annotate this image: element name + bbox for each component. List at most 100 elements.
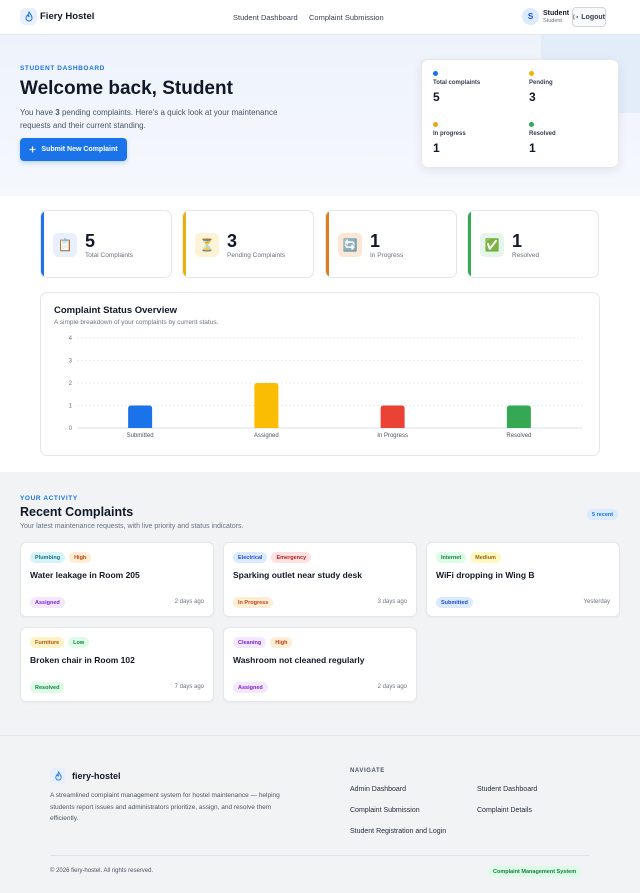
page-title: Welcome back, Student (20, 78, 233, 99)
complaint-title: Sparking outlet near study desk (233, 570, 362, 580)
stat-card-in-progress: 🔄 1 In Progress (325, 210, 457, 278)
stat-card-pending: ⏳ 3 Pending Complaints (182, 210, 314, 278)
category-tag: Cleaning (233, 637, 267, 648)
complaint-tags: Internet Medium (436, 552, 501, 563)
footer-link-registration-login[interactable]: Student Registration and Login (350, 828, 447, 835)
top-navbar: Fiery Hostel Student Dashboard Complaint… (0, 0, 640, 35)
status-badge: Assigned (233, 682, 268, 693)
plus-icon (29, 146, 36, 153)
footer-link-complaint-details[interactable]: Complaint Details (477, 807, 532, 814)
copyright: © 2026 fiery-hostel. All rights reserved… (50, 868, 154, 874)
stat-card-resolved: ✅ 1 Resolved (467, 210, 599, 278)
complaint-time: 3 days ago (377, 599, 407, 605)
y-tick-label: 2 (69, 381, 73, 387)
complaint-tags: Plumbing High (30, 552, 92, 563)
submit-label: Submit New Complaint (41, 146, 118, 153)
x-tick-label: Assigned (254, 433, 279, 439)
status-dot (433, 71, 438, 76)
hero-description: You have 3 pending complaints. Here's a … (20, 108, 278, 130)
stat-value: 3 (227, 231, 238, 251)
footer-nav-heading: NAVIGATE (350, 768, 385, 774)
nav-complaint-submission[interactable]: Complaint Submission (309, 13, 384, 22)
user-role: Student (543, 18, 562, 24)
category-tag: Internet (436, 552, 467, 563)
status-bar-chart: 0 1 2 3 4 Submitted Assigned In Progress Resolve… (69, 336, 582, 439)
brand-name[interactable]: Fiery Hostel (40, 11, 95, 22)
footer-link-student-dashboard[interactable]: Student Dashboard (477, 786, 538, 793)
user-name: Student (543, 10, 570, 17)
y-tick-label: 1 (69, 404, 73, 410)
chart-subtitle: A simple breakdown of your complaints by… (54, 319, 219, 326)
summary-total: Total complaints 5 (433, 71, 513, 104)
complaint-card[interactable]: Plumbing High Water leakage in Room 205 Ass… (20, 542, 214, 617)
category-tag: Electrical (233, 552, 268, 563)
complaint-card[interactable]: Internet Medium WiFi dropping in Wing B Sub… (426, 542, 620, 617)
status-badge: Submitted (436, 597, 473, 608)
stat-value: 1 (512, 231, 523, 251)
stat-value: 1 (370, 231, 381, 251)
bar-assigned (254, 383, 279, 428)
complaint-time: 2 days ago (377, 684, 407, 690)
footer-brand: fiery-hostel (72, 771, 121, 781)
chart-title: Complaint Status Overview (54, 305, 178, 316)
recent-count-badge: 5 recent (587, 509, 619, 520)
summary-card: Total complaints 5 Pending 3 In progress… (421, 59, 619, 168)
complaint-tags: Furniture Low (30, 637, 90, 648)
footer-divider (50, 855, 590, 856)
complaint-title: Water leakage in Room 205 (30, 570, 140, 580)
stat-label: Pending Complaints (227, 252, 286, 259)
status-badge: Assigned (30, 597, 65, 608)
summary-in-progress: In progress 1 (433, 122, 513, 155)
flame-logo-icon (50, 768, 66, 784)
status-dot (529, 122, 534, 127)
logout-button[interactable]: Logout (572, 7, 606, 27)
status-badge: Resolved (30, 682, 65, 693)
priority-tag: Medium (470, 552, 501, 563)
stat-label: In Progress (370, 252, 404, 259)
priority-tag: High (69, 552, 92, 563)
flame-logo-icon[interactable] (20, 8, 37, 25)
status-dot (433, 122, 438, 127)
section-subtitle: Your latest maintenance requests, with l… (20, 523, 244, 530)
logout-label: Logout (581, 13, 605, 21)
hero-eyebrow: STUDENT DASHBOARD (20, 65, 105, 72)
clipboard-icon: 📋 (53, 233, 77, 257)
chart-card (40, 292, 600, 456)
priority-tag: Emergency (271, 552, 312, 563)
stat-value: 5 (85, 231, 96, 251)
complaint-card[interactable]: Electrical Emergency Sparking outlet near … (223, 542, 417, 617)
priority-tag: Low (68, 637, 90, 648)
nav-student-dashboard[interactable]: Student Dashboard (233, 13, 298, 22)
x-tick-label: Submitted (127, 433, 154, 439)
complaint-card[interactable]: Cleaning High Washroom not cleaned regular… (223, 627, 417, 702)
x-tick-label: Resolved (506, 433, 531, 439)
complaint-title: Washroom not cleaned regularly (233, 655, 365, 665)
status-badge: In Progress (233, 597, 274, 608)
complaint-time: Yesterday (583, 599, 610, 605)
bar-submitted (128, 405, 153, 428)
check-icon: ✅ (480, 233, 504, 257)
stat-label: Total Complaints (85, 252, 134, 259)
category-tag: Furniture (30, 637, 65, 648)
logout-icon (573, 14, 579, 20)
complaint-card[interactable]: Furniture Low Broken chair in Room 102 Reso… (20, 627, 214, 702)
bar-resolved (506, 405, 531, 428)
complaint-time: 7 days ago (174, 684, 204, 690)
pending-count: 3 (55, 108, 60, 117)
bar-in-progress (380, 405, 405, 428)
complaint-title: WiFi dropping in Wing B (436, 570, 535, 580)
submit-new-complaint-button[interactable]: Submit New Complaint (20, 138, 127, 161)
summary-resolved: Resolved 1 (529, 122, 609, 155)
section-title: Recent Complaints (20, 505, 134, 519)
category-tag: Plumbing (30, 552, 66, 563)
footer-link-admin-dashboard[interactable]: Admin Dashboard (350, 786, 407, 793)
avatar: S (522, 8, 539, 25)
stat-label: Resolved (512, 252, 540, 259)
stat-card-total: 📋 5 Total Complaints (40, 210, 172, 278)
summary-pending: Pending 3 (529, 71, 609, 104)
refresh-icon: 🔄 (338, 233, 362, 257)
complaint-title: Broken chair in Room 102 (30, 655, 135, 665)
footer-description: A streamlined complaint management syste… (50, 792, 280, 822)
footer-link-complaint-submission[interactable]: Complaint Submission (350, 807, 420, 814)
priority-tag: High (270, 637, 293, 648)
